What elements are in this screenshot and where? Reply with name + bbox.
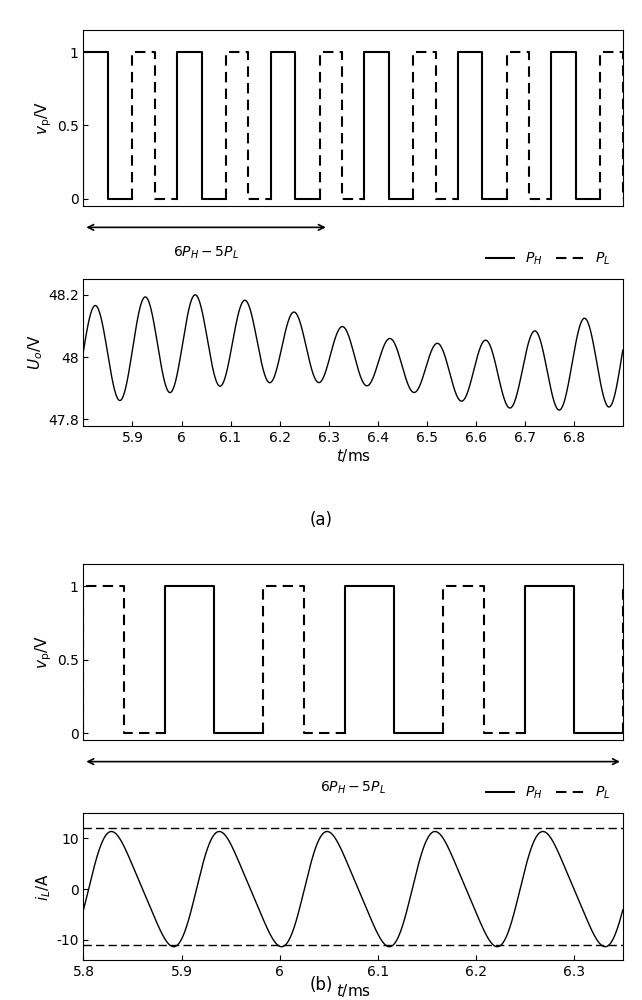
Text: $6P_H-5P_L$: $6P_H-5P_L$ — [320, 779, 386, 796]
Legend: $P_H$, $P_L$: $P_H$, $P_L$ — [480, 245, 616, 272]
Y-axis label: $i_L$/A: $i_L$/A — [35, 873, 53, 901]
X-axis label: $t$/ms: $t$/ms — [336, 447, 370, 464]
Y-axis label: $U_o$/V: $U_o$/V — [26, 335, 45, 370]
Legend: $P_H$, $P_L$: $P_H$, $P_L$ — [480, 779, 616, 807]
Y-axis label: $v_\mathrm{p}$/V: $v_\mathrm{p}$/V — [33, 101, 54, 135]
Text: (a): (a) — [309, 511, 333, 529]
Text: (b): (b) — [309, 976, 333, 994]
X-axis label: $t$/ms: $t$/ms — [336, 982, 370, 999]
Text: $6P_H-5P_L$: $6P_H-5P_L$ — [173, 245, 239, 261]
Y-axis label: $v_\mathrm{p}$/V: $v_\mathrm{p}$/V — [33, 636, 54, 669]
